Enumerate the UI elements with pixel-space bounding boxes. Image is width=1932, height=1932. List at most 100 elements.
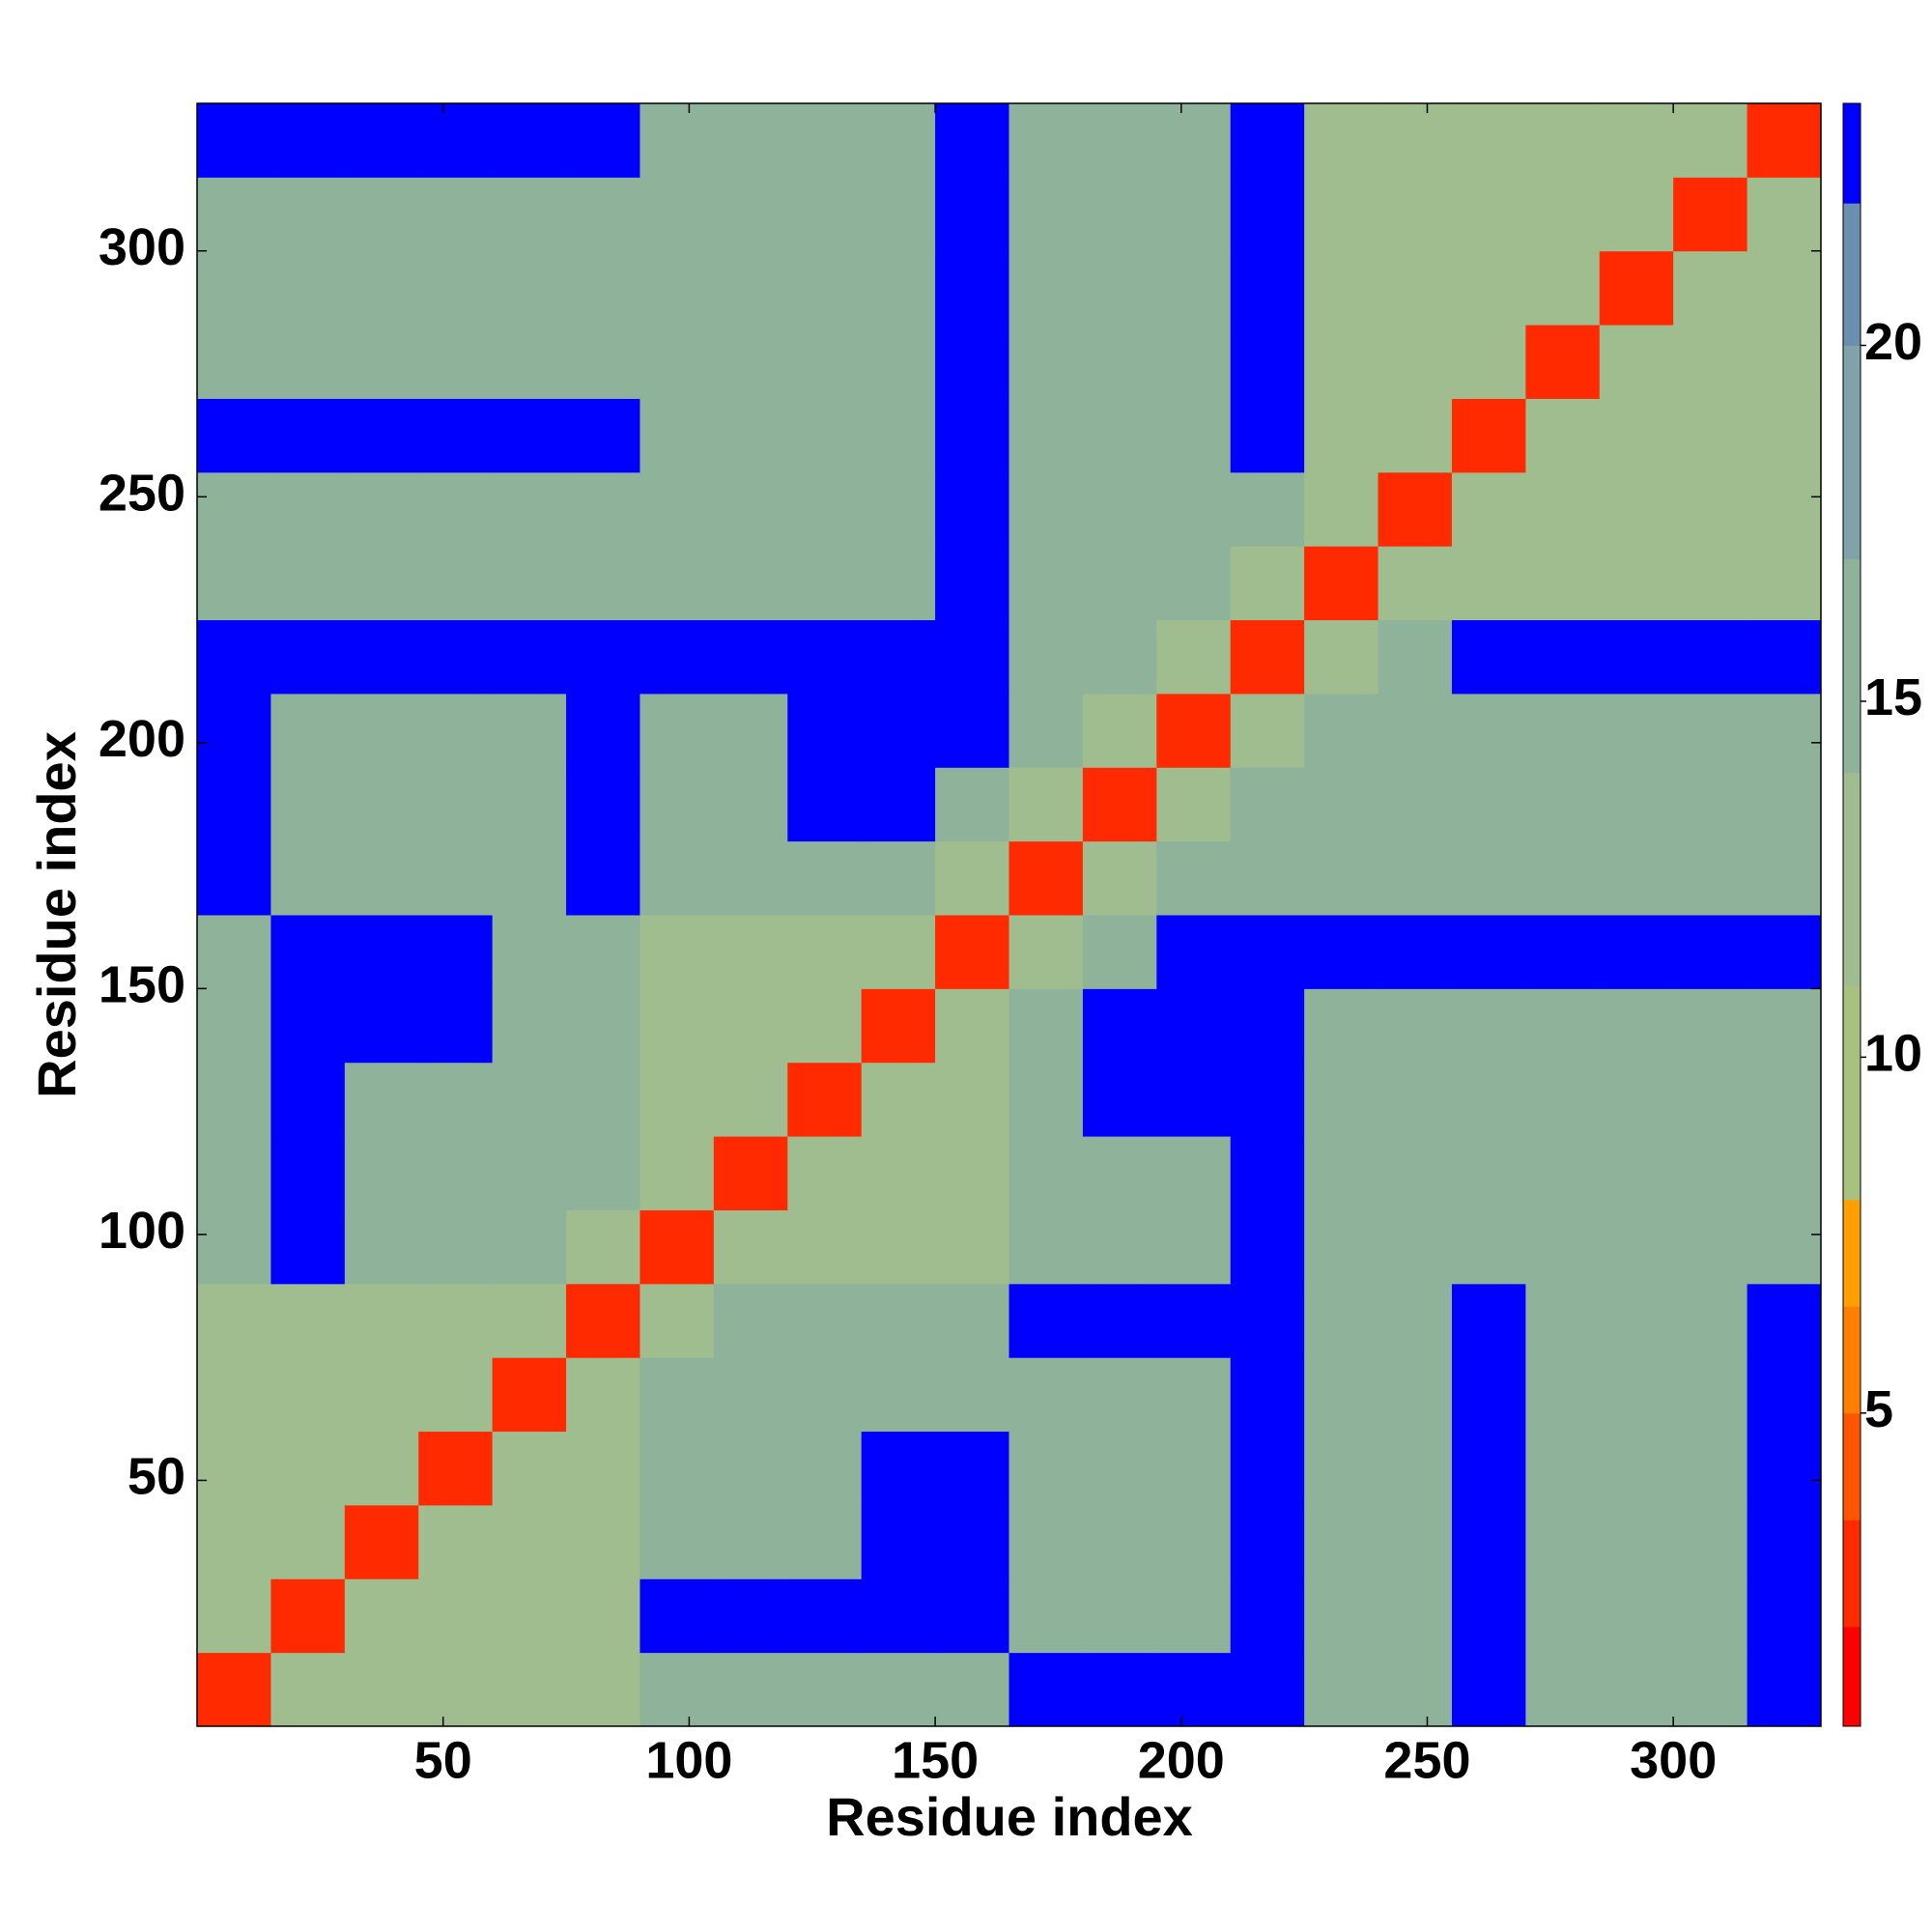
heatmap-cell [1525, 325, 1601, 399]
heatmap-cell [1525, 546, 1601, 621]
heatmap-cell [270, 1431, 346, 1506]
heatmap-cell [1451, 1283, 1526, 1358]
heatmap-cell [861, 325, 936, 399]
heatmap-cell [1747, 840, 1822, 916]
colorbar-band [1843, 558, 1861, 774]
heatmap-cell [935, 619, 1009, 695]
heatmap-cell [566, 988, 640, 1064]
heatmap-cell [1673, 693, 1748, 768]
heatmap-cell [270, 988, 346, 1064]
heatmap-cell [787, 1652, 863, 1727]
heatmap-cell [344, 250, 419, 326]
heatmap-cell [935, 1578, 1009, 1654]
heatmap-cell [861, 1578, 936, 1654]
heatmap-cell [1082, 1504, 1157, 1579]
heatmap-cell [1747, 325, 1822, 399]
heatmap-cell [492, 915, 567, 989]
heatmap-cell [566, 619, 640, 695]
heatmap-cell [1304, 1357, 1379, 1433]
heatmap-cell [639, 325, 715, 399]
heatmap-cell [1230, 471, 1305, 547]
x-tick-label: 200 [1138, 1731, 1225, 1789]
heatmap-cell [344, 915, 419, 989]
heatmap-cell [1156, 1431, 1232, 1506]
heatmap-cell [1378, 1136, 1453, 1210]
heatmap-cell [344, 1283, 419, 1358]
heatmap-cell [713, 471, 788, 547]
heatmap-cell [713, 1578, 788, 1654]
heatmap-cell [787, 840, 863, 916]
heatmap-cell [270, 1136, 346, 1210]
heatmap-cell [344, 398, 419, 473]
heatmap-cell [344, 103, 419, 178]
heatmap-cell [197, 1209, 271, 1285]
heatmap-cell [1230, 1431, 1305, 1506]
heatmap-cell [1378, 471, 1453, 547]
heatmap-cell [1525, 915, 1601, 989]
heatmap-cell [713, 1283, 788, 1358]
heatmap-cell [1525, 1283, 1601, 1358]
heatmap-cell [492, 619, 567, 695]
heatmap-cell [935, 546, 1009, 621]
heatmap-cell [935, 1504, 1009, 1579]
heatmap-cell [1673, 546, 1748, 621]
heatmap-cell [566, 1578, 640, 1654]
heatmap-cell [1747, 177, 1822, 252]
heatmap-cell [1082, 1357, 1157, 1433]
heatmap-cell [1009, 1652, 1084, 1727]
heatmap-cell [1525, 988, 1601, 1064]
heatmap-cell [1156, 250, 1232, 326]
heatmap-cell [1156, 1136, 1232, 1210]
heatmap-cell [713, 1062, 788, 1137]
heatmap-cell [861, 988, 936, 1064]
heatmap-cell [1673, 1357, 1748, 1433]
heatmap-cell [270, 1283, 346, 1358]
heatmap-cell [1451, 619, 1526, 695]
heatmap-cell [1082, 1283, 1157, 1358]
heatmap-cell [1082, 988, 1157, 1064]
heatmap-cell [1009, 250, 1084, 326]
heatmap-cell [270, 1357, 346, 1433]
heatmap-cell [935, 1209, 1009, 1285]
heatmap-cell [1378, 1504, 1453, 1579]
heatmap-cell [270, 1062, 346, 1137]
heatmap-cell [787, 693, 863, 768]
heatmap-cell [1747, 1652, 1822, 1727]
heatmap-cell [1156, 1062, 1232, 1137]
heatmap-cell [1451, 398, 1526, 473]
heatmap-cell [1673, 619, 1748, 695]
heatmap-cell [1673, 1504, 1748, 1579]
heatmap-cell [492, 103, 567, 178]
heatmap-cell [1304, 988, 1379, 1064]
heatmap-cell [1599, 988, 1674, 1064]
heatmap-cell [1673, 1431, 1748, 1506]
heatmap-cell [639, 177, 715, 252]
heatmap-cell [1525, 1578, 1601, 1654]
heatmap-cell [270, 471, 346, 547]
heatmap-cell [344, 767, 419, 842]
heatmap-cell [270, 1209, 346, 1285]
heatmap-cell [1747, 1431, 1822, 1506]
heatmap-cell [1747, 398, 1822, 473]
heatmap-cell [566, 1136, 640, 1210]
heatmap-cell [1304, 840, 1379, 916]
heatmap-cell [492, 546, 567, 621]
heatmap-cell [1156, 767, 1232, 842]
heatmap-cell [1378, 840, 1453, 916]
heatmap-cell [1230, 398, 1305, 473]
colorbar-band [1843, 203, 1861, 347]
heatmap-cell [1378, 1578, 1453, 1654]
heatmap-cell [1156, 325, 1232, 399]
heatmap-cell [1673, 1283, 1748, 1358]
heatmap-cell [344, 693, 419, 768]
heatmap-cell [197, 988, 271, 1064]
heatmap-cell [1082, 619, 1157, 695]
heatmap-cell [1156, 840, 1232, 916]
heatmap-cell [639, 1136, 715, 1210]
heatmap-cell [344, 1578, 419, 1654]
heatmap-cell [418, 915, 494, 989]
heatmap-cell [1378, 325, 1453, 399]
heatmap-cell [492, 1209, 567, 1285]
heatmap-cell [492, 471, 567, 547]
heatmap-cell [1009, 1062, 1084, 1137]
